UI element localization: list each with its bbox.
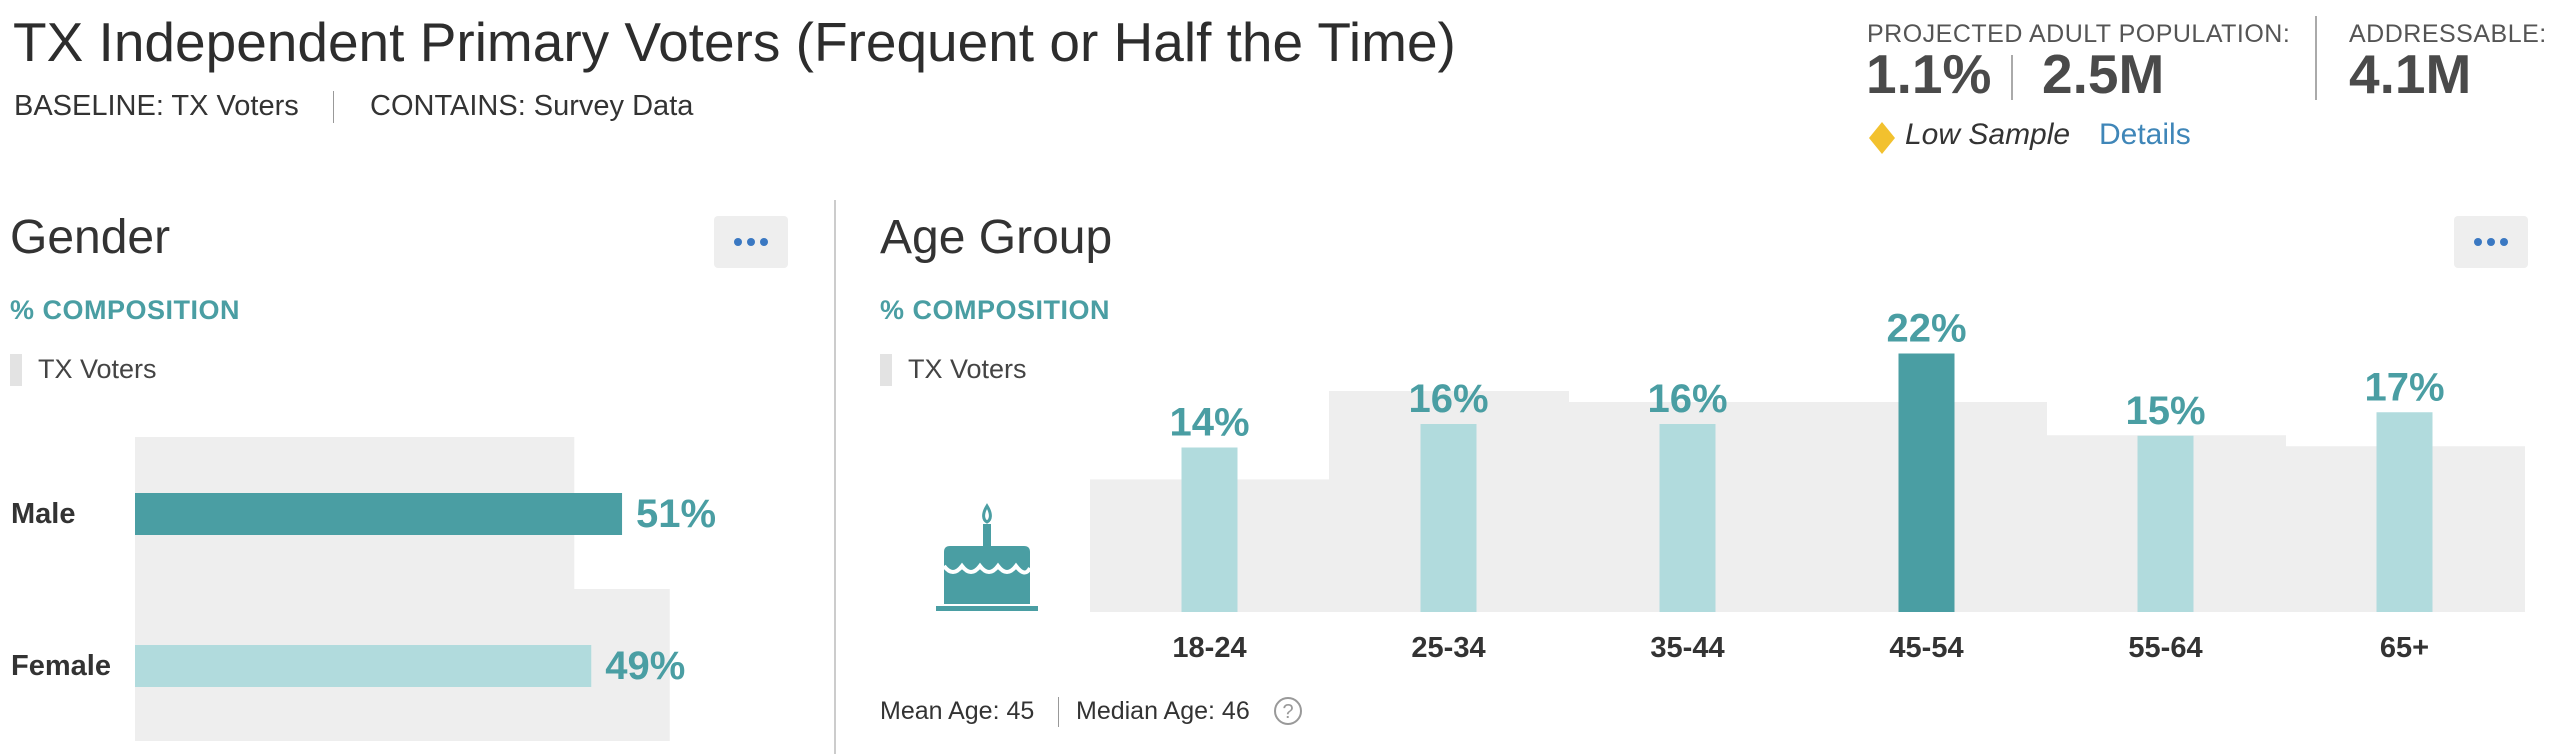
bar-18-24[interactable] [1181,447,1238,613]
contains-label: CONTAINS: Survey Data [370,90,694,122]
value-label-18-24: 14% [1169,401,1249,445]
gender-more-button[interactable] [714,216,788,268]
footer-divider [1058,697,1059,727]
gender-legend-swatch [10,354,22,386]
age-composition-label: % COMPOSITION [880,295,1111,325]
age-panel-title: Age Group [880,211,1113,264]
gender-panel-title: Gender [10,211,171,264]
projected-count: 2.5M [2042,43,2165,105]
tick-label-55-64: 55-64 [2128,632,2202,664]
value-label-male: 51% [636,492,716,536]
addressable-label: ADDRESSABLE: [2349,20,2547,48]
more-dots-icon [2474,238,2482,246]
diamond-warning-icon [1869,122,1895,154]
age-legend-label: TX Voters [908,354,1027,384]
help-circle-icon[interactable]: ? [1272,695,1304,727]
age-legend-swatch [880,354,892,386]
details-link[interactable]: Details [2099,118,2191,151]
baseline-label: BASELINE: TX Voters [14,90,299,122]
mean-age: Mean Age: 45 [880,697,1035,725]
median-age: Median Age: 46 [1076,697,1250,725]
tick-label-18-24: 18-24 [1172,632,1246,664]
value-label-25-34: 16% [1408,377,1488,421]
svg-text:?: ? [1282,701,1293,723]
bar-male[interactable] [135,493,623,535]
projected-population-label: PROJECTED ADULT POPULATION: [1867,20,2291,48]
category-label-male: Male [11,498,75,530]
value-label-65+: 17% [2364,365,2444,409]
birthday-cake-icon [936,503,1038,611]
category-label-female: Female [11,650,111,682]
bar-female[interactable] [135,645,592,687]
tick-label-35-44: 35-44 [1650,632,1724,664]
bar-45-54[interactable] [1898,353,1955,613]
addressable-value: 4.1M [2349,43,2472,105]
value-label-55-64: 15% [2125,389,2205,433]
age-chart: 14% 18-24 16% 25-34 16% 35-44 22% 45-54 15% 55-64… [1090,307,2525,664]
panel-divider [834,200,836,754]
gender-composition-label: % COMPOSITION [10,295,241,325]
tick-label-25-34: 25-34 [1411,632,1485,664]
value-label-female: 49% [605,644,685,688]
value-label-35-44: 16% [1647,377,1727,421]
value-label-45-54: 22% [1886,307,1966,351]
gender-chart: Male 51% Female 49% [11,437,716,741]
gender-legend-label: TX Voters [38,354,157,384]
bar-55-64[interactable] [2137,435,2194,612]
page-title: TX Independent Primary Voters (Frequent … [13,11,1456,73]
addressable-divider [2315,16,2317,100]
age-more-button[interactable] [2454,216,2528,268]
bar-35-44[interactable] [1659,424,1716,612]
stat-divider [2011,55,2013,100]
low-sample-label: Low Sample [1905,118,2071,151]
tick-label-45-54: 45-54 [1889,632,1963,664]
more-dots-icon [734,238,742,246]
header-divider [333,91,334,123]
bar-65+[interactable] [2376,412,2433,612]
bar-25-34[interactable] [1420,424,1477,612]
projected-percent: 1.1% [1866,43,1992,105]
tick-label-65+: 65+ [2380,632,2429,664]
